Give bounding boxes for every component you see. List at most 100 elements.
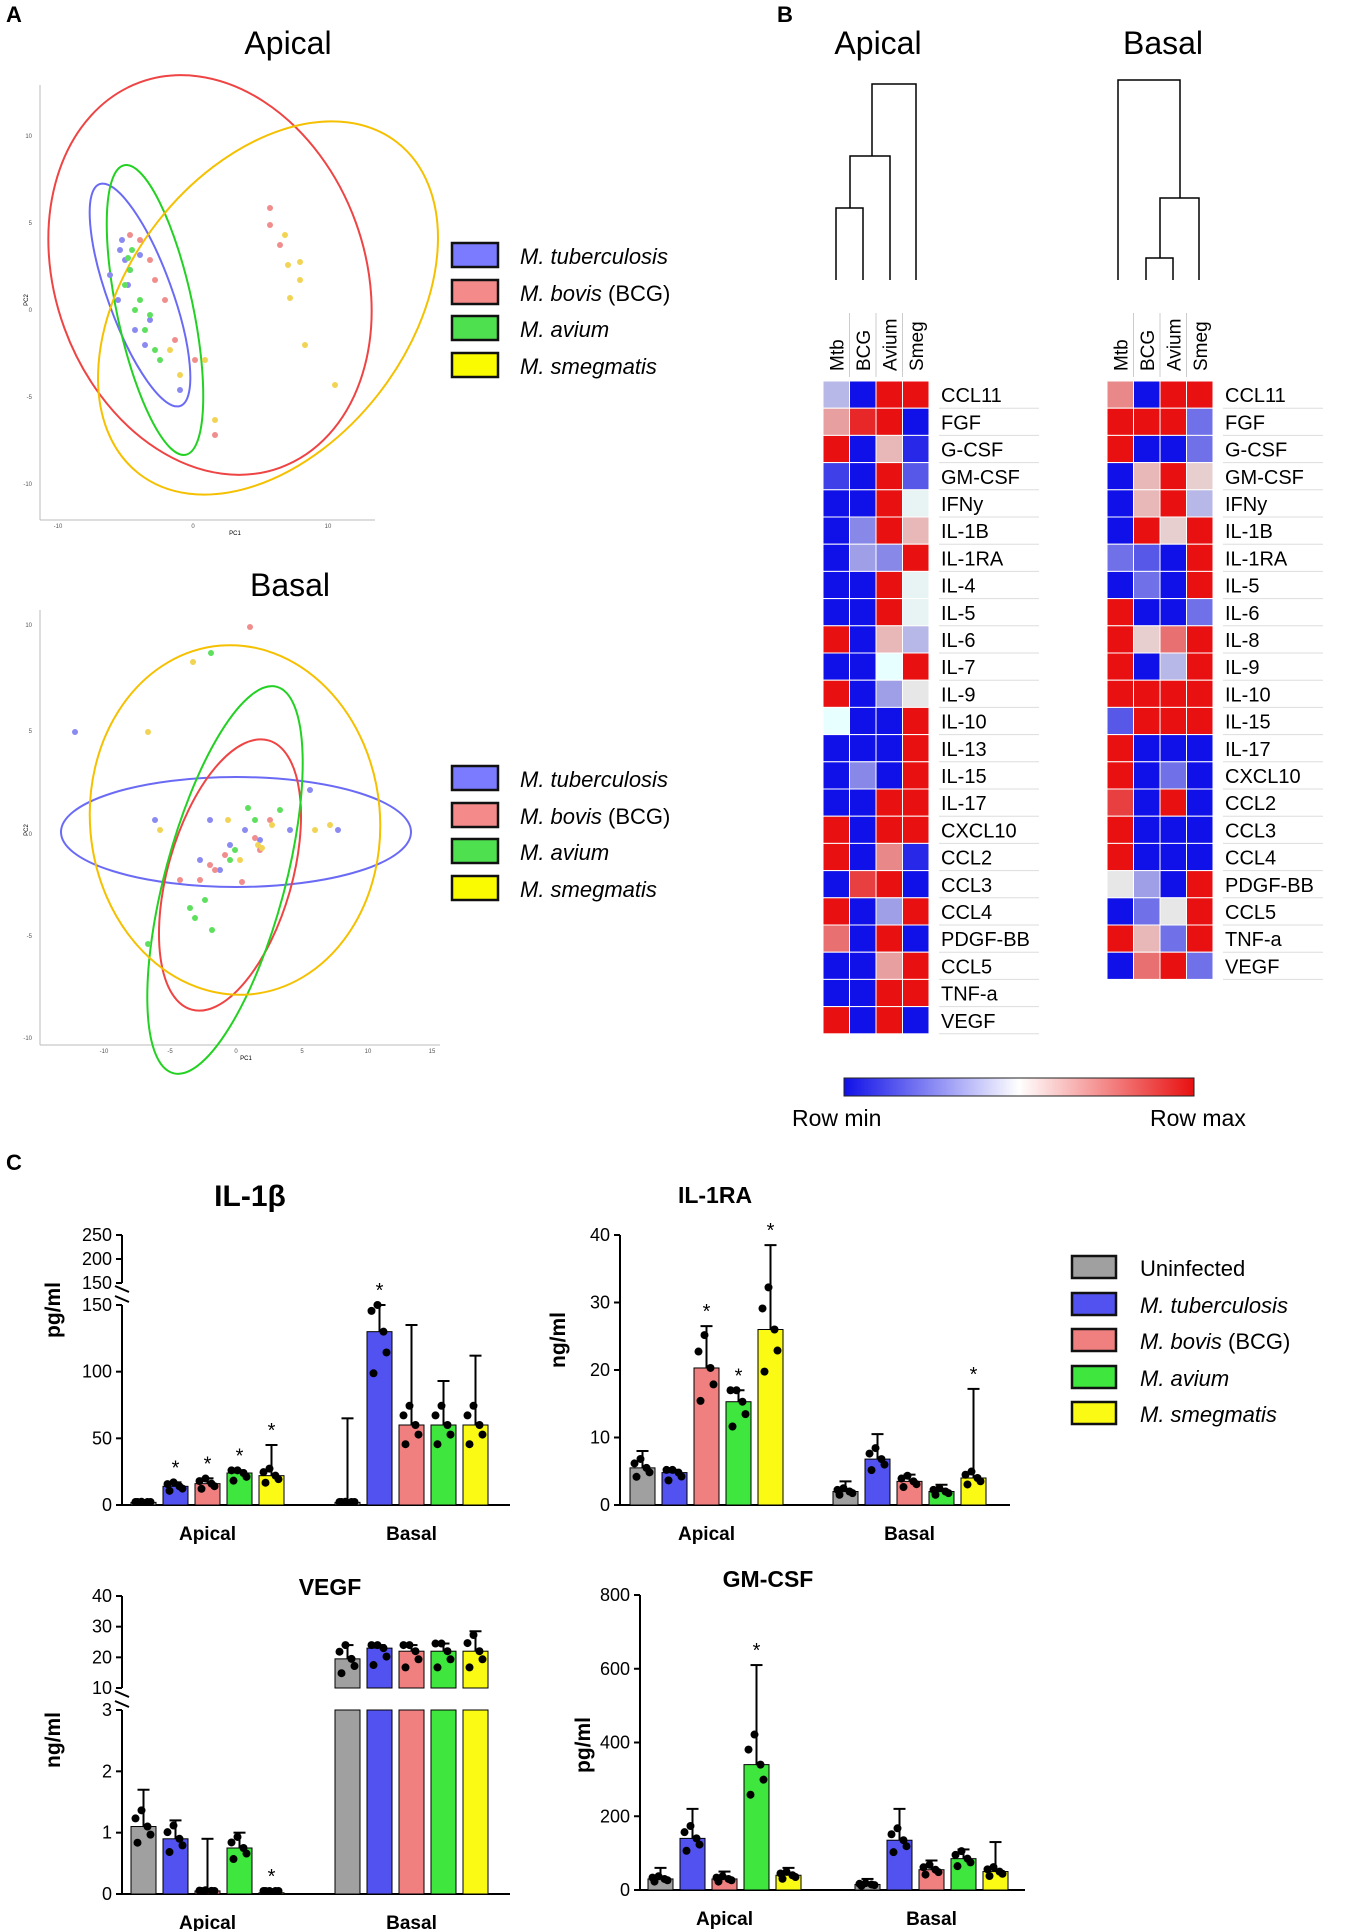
svg-text:-10: -10 xyxy=(23,1036,32,1042)
y-tick-label: 400 xyxy=(600,1733,630,1753)
heatmap-cell xyxy=(1186,842,1214,872)
y-tick-label: 1 xyxy=(102,1823,112,1843)
heatmap-row-label: IL-5 xyxy=(1225,576,1259,598)
svg-text:5: 5 xyxy=(29,729,33,735)
heatmap-cell xyxy=(822,489,850,518)
data-point xyxy=(431,1411,440,1420)
data-point xyxy=(367,1306,376,1315)
heatmap-cell xyxy=(849,761,877,790)
heatmap-cell xyxy=(1159,924,1187,953)
pca-basal-legend-avium: M. avium xyxy=(520,840,609,865)
data-point xyxy=(347,1654,356,1663)
data-point xyxy=(682,1846,691,1855)
x-category-label: Basal xyxy=(386,1913,437,1931)
heatmap-cell xyxy=(875,706,903,736)
heatmap-cell xyxy=(822,380,850,409)
data-point xyxy=(341,1641,350,1650)
heatmap-cell xyxy=(822,625,850,654)
heatmap-row-label: IL-9 xyxy=(1225,657,1259,679)
data-point xyxy=(728,1422,737,1431)
heatmap-cell xyxy=(1186,897,1214,926)
data-point xyxy=(274,1887,283,1895)
data-point xyxy=(382,1652,391,1661)
data-point xyxy=(229,1476,238,1485)
heatmap-cell xyxy=(902,951,930,980)
heatmap-cell xyxy=(1159,652,1187,681)
heatmap-cell xyxy=(1133,489,1161,518)
heatmap-cell xyxy=(1159,679,1187,708)
y-tick-label: 30 xyxy=(590,1293,610,1313)
data-point xyxy=(131,1814,140,1823)
significance-marker: * xyxy=(767,1220,775,1242)
data-point xyxy=(919,1863,928,1872)
data-point xyxy=(201,1474,210,1483)
svg-text:-5: -5 xyxy=(27,395,33,401)
heatmap-cell xyxy=(1159,462,1187,491)
heatmap-cell xyxy=(902,815,930,844)
data-point xyxy=(175,1834,184,1843)
data-point xyxy=(478,1430,487,1439)
heatmap-cell xyxy=(1106,407,1134,436)
svg-text:0: 0 xyxy=(191,524,195,530)
pca-apical-xlabel: PC1 xyxy=(229,531,241,537)
data-point xyxy=(242,1472,251,1481)
heatmap-cell xyxy=(822,815,850,844)
heatmap-cell xyxy=(1106,679,1134,708)
heatmap-cell xyxy=(822,761,850,790)
dendrogram-basal xyxy=(1117,79,1200,280)
heatmap-cell xyxy=(1159,598,1187,627)
heatmap-cell xyxy=(849,625,877,654)
data-point xyxy=(165,1848,174,1857)
heatmap-row-label: IL-15 xyxy=(941,766,987,788)
data-point xyxy=(630,1459,639,1468)
pca-apical-legend-bcg: M. bovis (BCG) xyxy=(520,281,670,306)
data-point xyxy=(478,1655,487,1664)
heatmap-cell xyxy=(1106,434,1134,464)
heatmap-cell xyxy=(875,815,903,844)
heatmap-cell xyxy=(1159,842,1187,872)
ellipse-smeg xyxy=(97,120,439,496)
data-point xyxy=(903,1471,912,1480)
heatmap-cell xyxy=(875,380,903,409)
heatmap-cell xyxy=(849,516,877,545)
heatmap-cell xyxy=(875,625,903,654)
data-point xyxy=(405,1401,414,1410)
chart-ylabel: pg/ml xyxy=(42,1282,65,1338)
y-tick-label: 0 xyxy=(600,1495,610,1515)
pca-basal-ylabel: PC2 xyxy=(24,824,30,836)
data-point xyxy=(880,1460,889,1469)
data-point xyxy=(750,1730,759,1739)
data-point xyxy=(648,1873,657,1882)
heatmap-cell xyxy=(822,870,850,899)
x-category-label: Apical xyxy=(696,1909,753,1930)
data-point xyxy=(463,1639,472,1648)
data-point xyxy=(929,1485,938,1494)
data-point xyxy=(677,1472,686,1481)
data-point xyxy=(983,1865,992,1874)
heatmap-cell xyxy=(1186,570,1214,600)
heatmap-cell xyxy=(849,679,877,708)
heatmap-row-label: CCL2 xyxy=(1225,793,1276,815)
heatmap-cell xyxy=(849,734,877,763)
data-point xyxy=(680,1828,689,1837)
heatmap-cell xyxy=(849,897,877,926)
data-point xyxy=(379,1644,388,1653)
data-point xyxy=(759,1775,768,1784)
svg-text:5: 5 xyxy=(29,221,33,227)
data-point xyxy=(758,1304,767,1313)
data-point xyxy=(475,1421,484,1429)
data-point xyxy=(998,1869,1007,1878)
ellipse-basal-bcg xyxy=(157,738,303,1012)
heatmap-cell xyxy=(1133,516,1161,545)
heatmap-cell xyxy=(1159,570,1187,600)
heatmap-cell xyxy=(1186,679,1214,708)
data-point xyxy=(465,1440,474,1449)
heatmap-cell xyxy=(875,951,903,980)
data-point xyxy=(146,1830,155,1839)
svg-text:10: 10 xyxy=(25,134,32,140)
heatmap-apical: Apical Mtb BCG Avium Smeg CCL11 FGF G-CSF GM-C… xyxy=(822,25,1039,1035)
data-point xyxy=(957,1847,966,1856)
data-point xyxy=(265,1887,274,1895)
chart-gmcsf: GM-CSF pg/ml 0 200 400 600 800 Apical * Basal xyxy=(572,1566,1025,1930)
